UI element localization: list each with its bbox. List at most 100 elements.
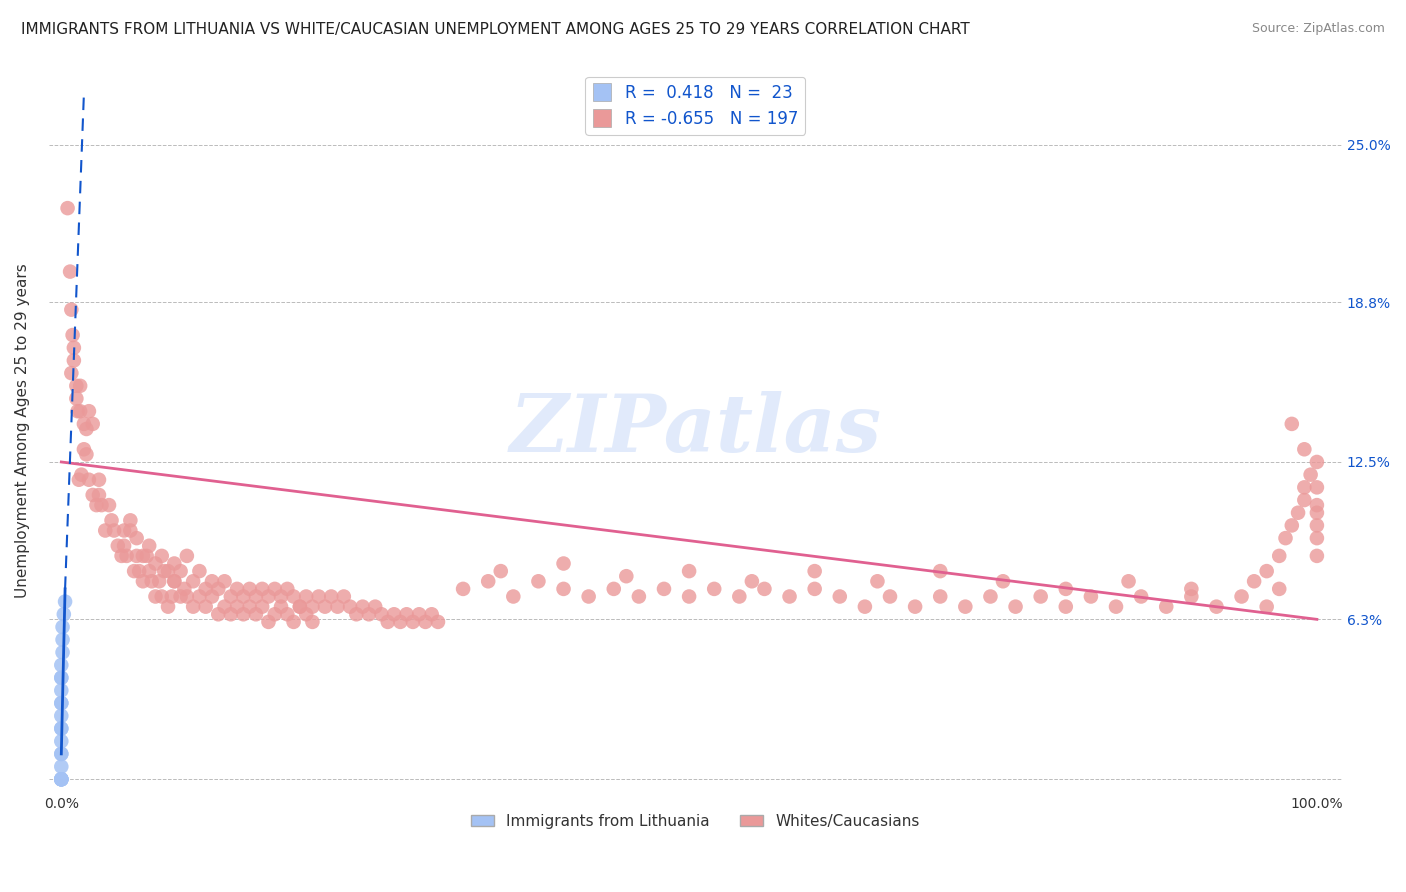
Point — [214, 599, 236, 614]
Point — [94, 524, 117, 538]
Point — [904, 599, 927, 614]
Point — [245, 590, 267, 604]
Point — [51, 658, 73, 673]
Point — [90, 498, 112, 512]
Point — [153, 564, 176, 578]
Point — [879, 590, 901, 604]
Point — [176, 590, 198, 604]
Point — [120, 524, 142, 538]
Point — [188, 564, 211, 578]
Point — [308, 590, 330, 604]
Point — [283, 590, 305, 604]
Point — [678, 590, 700, 604]
Point — [181, 574, 204, 589]
Point — [614, 569, 637, 583]
Point — [1286, 506, 1309, 520]
Point — [207, 582, 229, 596]
Point — [979, 590, 1001, 604]
Point — [257, 590, 280, 604]
Point — [51, 708, 73, 723]
Point — [103, 524, 125, 538]
Point — [107, 539, 129, 553]
Point — [1154, 599, 1177, 614]
Point — [194, 599, 217, 614]
Text: Source: ZipAtlas.com: Source: ZipAtlas.com — [1251, 22, 1385, 36]
Point — [527, 574, 550, 589]
Point — [51, 772, 73, 787]
Point — [75, 447, 97, 461]
Point — [929, 564, 952, 578]
Point — [1294, 480, 1316, 494]
Point — [53, 594, 76, 608]
Point — [357, 607, 380, 622]
Point — [150, 549, 173, 563]
Point — [100, 513, 122, 527]
Point — [214, 574, 236, 589]
Point — [51, 671, 73, 685]
Point — [98, 498, 121, 512]
Point — [451, 582, 474, 596]
Point — [181, 599, 204, 614]
Point — [201, 574, 224, 589]
Point — [1230, 590, 1253, 604]
Point — [51, 722, 73, 736]
Point — [276, 582, 298, 596]
Point — [51, 772, 73, 787]
Point — [652, 582, 675, 596]
Point — [219, 607, 242, 622]
Point — [60, 302, 83, 317]
Point — [627, 590, 650, 604]
Point — [257, 615, 280, 629]
Point — [73, 417, 96, 431]
Point — [1130, 590, 1153, 604]
Point — [1054, 582, 1077, 596]
Point — [226, 599, 249, 614]
Point — [77, 404, 100, 418]
Point — [489, 564, 512, 578]
Point — [239, 599, 262, 614]
Point — [232, 590, 254, 604]
Point — [1268, 582, 1291, 596]
Point — [128, 564, 150, 578]
Point — [132, 549, 155, 563]
Point — [75, 422, 97, 436]
Point — [301, 615, 323, 629]
Point — [1205, 599, 1227, 614]
Point — [502, 590, 524, 604]
Point — [263, 582, 285, 596]
Point — [122, 564, 145, 578]
Point — [754, 582, 776, 596]
Point — [1306, 549, 1329, 563]
Point — [176, 549, 198, 563]
Point — [70, 467, 93, 482]
Point — [1105, 599, 1128, 614]
Point — [250, 599, 273, 614]
Point — [82, 417, 104, 431]
Point — [51, 722, 73, 736]
Point — [51, 696, 73, 710]
Point — [866, 574, 889, 589]
Point — [1180, 590, 1202, 604]
Point — [51, 671, 73, 685]
Point — [377, 615, 399, 629]
Point — [427, 615, 450, 629]
Point — [1306, 518, 1329, 533]
Point — [1243, 574, 1265, 589]
Point — [929, 590, 952, 604]
Point — [201, 590, 224, 604]
Point — [86, 498, 108, 512]
Point — [339, 599, 361, 614]
Point — [1180, 582, 1202, 596]
Point — [120, 513, 142, 527]
Point — [66, 404, 89, 418]
Point — [245, 607, 267, 622]
Point — [145, 557, 167, 571]
Point — [288, 599, 311, 614]
Point — [1306, 480, 1329, 494]
Point — [370, 607, 392, 622]
Point — [420, 607, 443, 622]
Point — [51, 747, 73, 761]
Point — [150, 590, 173, 604]
Point — [853, 599, 876, 614]
Point — [163, 574, 186, 589]
